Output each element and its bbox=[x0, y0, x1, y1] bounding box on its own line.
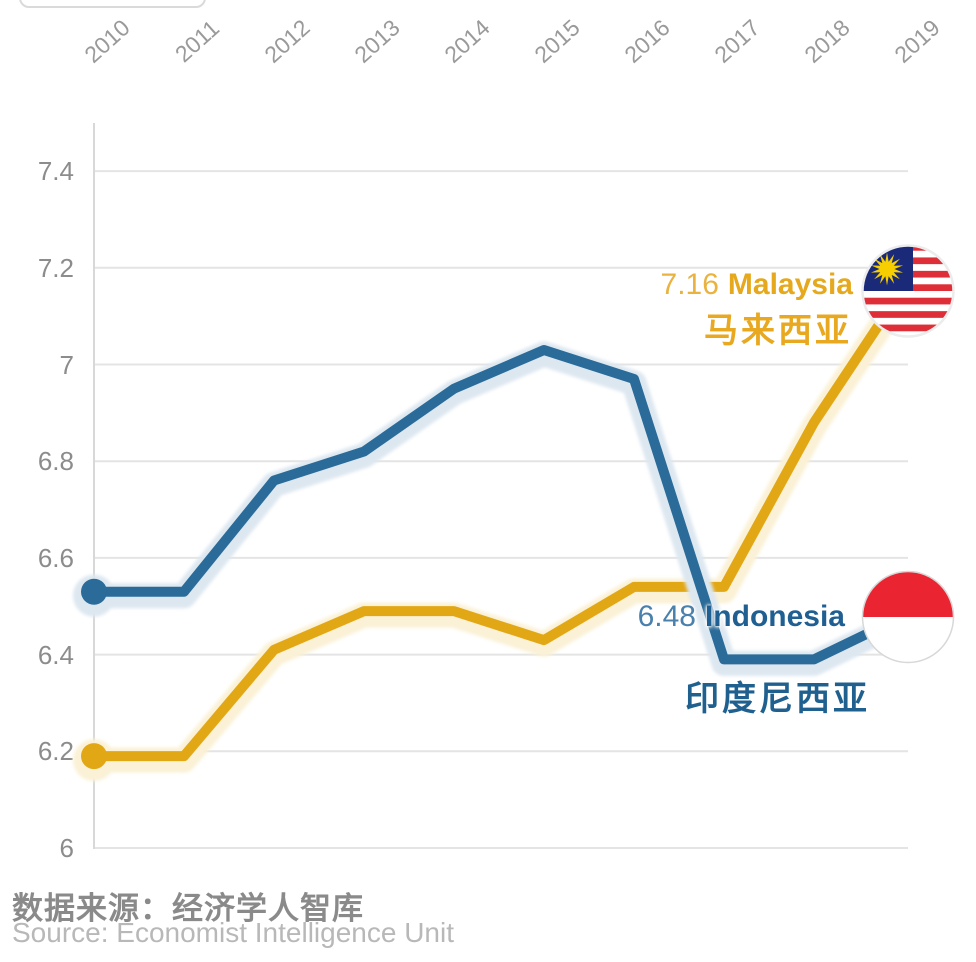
y-tick-label: 6.8 bbox=[37, 446, 74, 477]
indonesia-end-value: 6.48 bbox=[637, 600, 696, 633]
malaysia-star bbox=[870, 252, 904, 286]
malaysia-series-name: Malaysia bbox=[727, 268, 853, 301]
indonesia-series-name: Indonesia bbox=[704, 600, 845, 633]
y-tick-label: 7.4 bbox=[37, 156, 74, 187]
indonesia-flag-icon bbox=[861, 570, 955, 664]
indonesia-name-zh: 印度尼西亚 bbox=[685, 680, 870, 718]
y-tick-label: 7 bbox=[59, 349, 74, 380]
gridlines bbox=[94, 170, 908, 849]
indonesia-end-label: 6.48 Indonesia bbox=[638, 600, 845, 634]
source-zh: 数据来源：经济学人智库 bbox=[12, 891, 364, 926]
y-tick-label: 6.6 bbox=[37, 542, 74, 573]
y-tick-label: 7.2 bbox=[37, 252, 74, 283]
indonesia-red-half bbox=[862, 571, 954, 617]
malaysia-flag-icon bbox=[861, 244, 955, 338]
y-tick-label: 6 bbox=[59, 833, 74, 863]
malaysia-end-value: 7.16 bbox=[660, 268, 719, 301]
malaysia-end-label: 7.16 Malaysia bbox=[661, 268, 853, 302]
malaysia-name-zh: 马来西亚 bbox=[704, 312, 852, 350]
source-en: Source: Economist Intelligence Unit bbox=[12, 917, 454, 948]
y-tick-label: 6.2 bbox=[37, 736, 74, 767]
y-tick-label: 6.4 bbox=[37, 639, 74, 670]
